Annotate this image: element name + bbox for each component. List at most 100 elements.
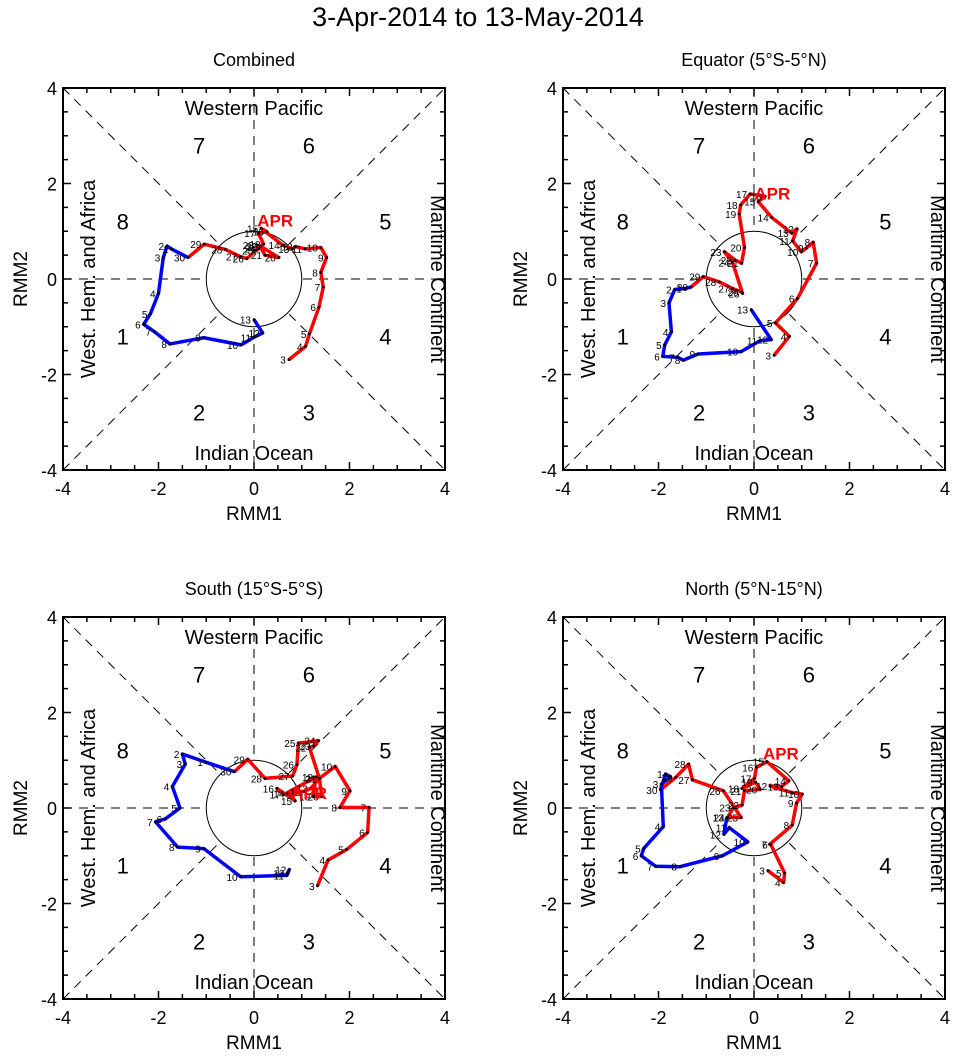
day-label: 4 <box>164 783 170 794</box>
day-label: 21 <box>251 251 263 262</box>
region-label-bottom: Indian Ocean <box>195 443 314 465</box>
day-label: 17 <box>244 229 256 240</box>
phase-number-3: 3 <box>303 930 315 955</box>
phase-number-2: 2 <box>193 401 205 426</box>
dashed-diagonal <box>562 616 946 1000</box>
x-tick-label: -2 <box>150 1008 166 1028</box>
x-tick-label: 2 <box>344 1008 354 1028</box>
trajectory-may <box>661 285 773 362</box>
day-marker <box>142 322 146 326</box>
day-marker <box>676 355 679 359</box>
phase-number-3: 3 <box>803 930 815 955</box>
day-marker <box>758 339 762 342</box>
day-marker <box>161 256 165 259</box>
day-label: 9 <box>690 350 696 361</box>
day-marker <box>254 248 258 252</box>
day-marker <box>263 253 267 257</box>
y-tick-label: -2 <box>41 366 57 386</box>
day-label: 4 <box>775 878 781 889</box>
day-label: 19 <box>725 210 737 221</box>
day-label: 1 <box>163 245 169 256</box>
day-marker <box>202 242 206 246</box>
day-label: 7 <box>761 840 767 851</box>
day-marker <box>774 321 777 325</box>
day-marker <box>287 358 291 362</box>
x-axis-label: RMM1 <box>726 504 782 525</box>
day-marker <box>737 212 741 216</box>
y-tick-label: 0 <box>47 270 57 290</box>
day-label: 9 <box>788 799 794 810</box>
day-marker <box>204 760 208 764</box>
day-label: 30 <box>646 786 658 797</box>
dashed-diagonal <box>62 616 446 1000</box>
x-tick-label: -2 <box>150 479 166 499</box>
day-marker <box>148 312 152 316</box>
day-marker <box>263 776 267 780</box>
day-marker <box>257 247 261 250</box>
day-label: 6 <box>762 840 768 851</box>
day-marker <box>770 216 774 219</box>
day-marker <box>753 776 756 780</box>
day-label: 8 <box>169 843 175 854</box>
day-label: 18 <box>728 784 740 795</box>
day-marker <box>673 288 677 291</box>
day-label: 6 <box>157 815 163 826</box>
day-marker <box>163 817 167 821</box>
day-marker <box>309 787 313 790</box>
day-marker <box>642 847 646 850</box>
region-label-right: Maritime Continent <box>926 195 948 363</box>
day-label: 27 <box>226 253 238 264</box>
day-marker <box>766 869 770 872</box>
day-marker <box>748 192 752 196</box>
day-marker <box>687 762 690 766</box>
region-label-right: Maritime Continent <box>426 195 448 363</box>
day-label: 22 <box>295 743 307 754</box>
day-marker <box>667 301 671 305</box>
day-label: 3 <box>155 254 161 265</box>
day-marker <box>739 816 743 819</box>
panel-title: Equator (5°S-5°N) <box>681 50 826 70</box>
day-label: 11 <box>779 789 790 800</box>
day-label: 10 <box>787 248 799 259</box>
day-label: 29 <box>662 773 674 784</box>
day-label: 27 <box>718 285 730 296</box>
day-marker <box>281 243 285 247</box>
phase-number-6: 6 <box>803 662 815 687</box>
phase-number-4: 4 <box>879 324 891 349</box>
day-marker <box>285 873 289 877</box>
day-marker <box>749 308 753 311</box>
day-label: 3 <box>660 299 666 310</box>
day-label: 30 <box>174 254 186 265</box>
day-label: 22 <box>721 256 733 267</box>
phase-number-1: 1 <box>617 324 629 349</box>
y-tick-label: 4 <box>547 79 557 99</box>
day-label: 18 <box>249 240 261 251</box>
day-marker <box>790 791 794 795</box>
day-label: 4 <box>150 289 156 300</box>
x-tick-label: 4 <box>440 479 450 499</box>
day-marker <box>287 868 291 871</box>
phase-number-1: 1 <box>617 853 629 878</box>
day-label: 5 <box>656 341 662 352</box>
y-tick-label: -4 <box>41 990 57 1010</box>
region-label-bottom: Indian Ocean <box>695 443 814 465</box>
day-label: 19 <box>741 778 753 789</box>
day-label: 18 <box>727 201 739 212</box>
x-axis-label: RMM1 <box>226 1033 282 1054</box>
day-label: 7 <box>808 259 814 270</box>
day-marker <box>758 787 762 791</box>
day-label: 11 <box>716 824 727 835</box>
day-label: 11 <box>779 237 790 248</box>
day-label: 25 <box>284 739 296 750</box>
y-axis-label: RMM2 <box>511 780 532 836</box>
region-label-top: Western Pacific <box>185 98 324 120</box>
region-label-left: West. Hem. and Africa <box>78 179 100 378</box>
phase-number-6: 6 <box>303 662 315 687</box>
day-label: 19 <box>246 242 258 253</box>
x-tick-label: 0 <box>749 1008 759 1028</box>
phase-number-3: 3 <box>803 401 815 426</box>
day-label: 28 <box>705 278 717 289</box>
day-marker <box>739 203 743 207</box>
day-marker <box>314 775 318 779</box>
day-marker <box>170 785 174 788</box>
